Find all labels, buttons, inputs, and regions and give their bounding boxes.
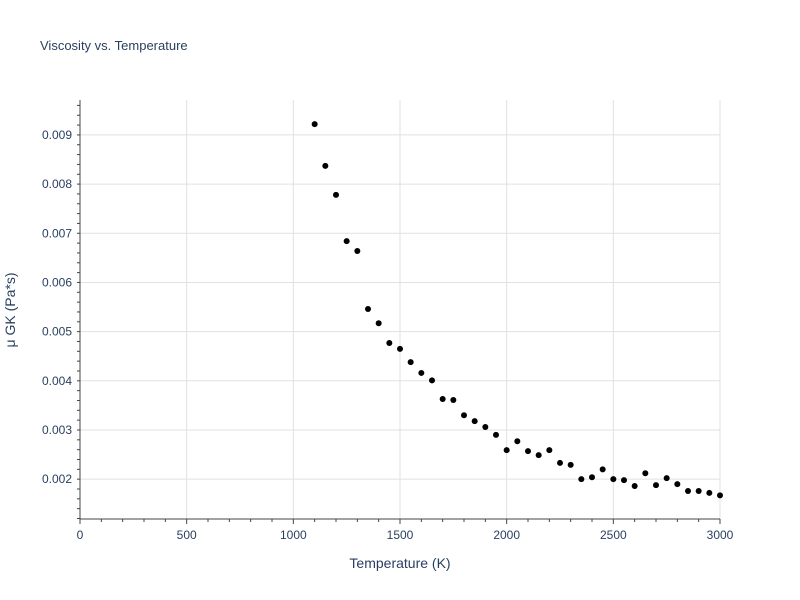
data-point: [354, 247, 361, 254]
x-tick-label: 500: [177, 528, 197, 542]
data-point: [695, 487, 702, 494]
data-point: [557, 459, 563, 466]
x-tick-label: 3000: [707, 528, 734, 542]
data-point: [610, 476, 617, 483]
x-tick-label: 2000: [493, 528, 520, 542]
data-point: [365, 306, 371, 313]
y-tick-label: 0.007: [42, 226, 72, 240]
x-tick-label: 2500: [600, 528, 627, 542]
data-point: [567, 461, 574, 468]
data-point: [663, 475, 670, 482]
data-point: [343, 238, 350, 245]
data-point: [418, 369, 425, 376]
y-tick-label: 0.004: [42, 374, 72, 388]
data-point: [546, 447, 553, 454]
data-point: [653, 482, 659, 489]
data-point: [525, 448, 531, 455]
data-point: [450, 396, 457, 403]
y-tick-label: 0.006: [42, 275, 72, 289]
data-point: [621, 477, 627, 484]
x-tick-label: 1500: [387, 528, 414, 542]
y-tick-label: 0.003: [42, 423, 72, 437]
y-tick-label: 0.005: [42, 325, 72, 339]
axes: 0 500 1000 1500 2000 2500 3000 0.002 0.003 0.004 0…: [42, 100, 734, 542]
data-point: [461, 412, 467, 419]
data-point: [386, 339, 393, 346]
chart-title: Viscosity vs. Temperature: [40, 38, 188, 53]
data-point: [407, 359, 414, 366]
data-point: [471, 418, 478, 425]
data-point: [322, 162, 329, 169]
data-point: [503, 447, 510, 454]
data-point: [493, 431, 499, 438]
data-point: [311, 121, 318, 128]
x-tick-label: 1000: [280, 528, 307, 542]
data-point: [333, 191, 339, 198]
data-point: [642, 470, 649, 477]
data-point: [439, 396, 446, 403]
y-tick-label: 0.002: [42, 472, 72, 486]
data-point: [429, 377, 435, 384]
data-point: [599, 466, 606, 473]
data-point: [631, 483, 638, 490]
data-point: [685, 487, 691, 494]
x-axis-label: Temperature (K): [349, 555, 450, 571]
data-point: [514, 438, 521, 445]
data-point: [589, 474, 595, 481]
data-point: [397, 345, 403, 352]
data-point: [706, 489, 713, 496]
y-axis-label: μ GK (Pa*s): [2, 273, 18, 348]
data-point: [674, 481, 681, 488]
data-point: [578, 476, 585, 483]
data-point: [482, 424, 489, 431]
data-point: [375, 320, 382, 327]
data-point: [717, 492, 723, 499]
data-points: [311, 121, 723, 499]
grid: [80, 100, 721, 519]
x-tick-label: 0: [77, 528, 84, 542]
y-tick-label: 0.009: [42, 128, 72, 142]
data-point: [535, 452, 542, 459]
y-tick-label: 0.008: [42, 177, 72, 191]
